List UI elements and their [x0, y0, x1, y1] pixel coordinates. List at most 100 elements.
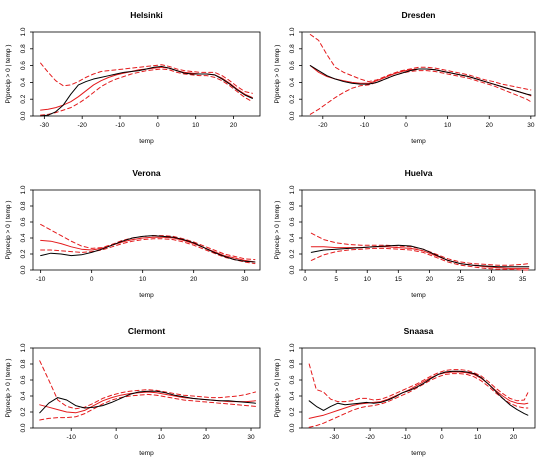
x-tick-label: 5	[334, 276, 338, 283]
panel-title: Helsinki	[130, 10, 163, 20]
x-tick-label: 20	[426, 276, 434, 283]
x-tick-label: 20	[486, 122, 494, 129]
x-tick-label: 30	[527, 122, 535, 129]
x-axis-label: temp	[411, 292, 426, 299]
y-tick-label: 0.8	[20, 44, 27, 53]
y-tick-label: 0.0	[289, 423, 296, 432]
y-axis-label: P(precip > 0 | temp )	[274, 45, 281, 104]
x-axis-label: temp	[411, 138, 426, 145]
series-line-red-dashed	[40, 223, 256, 261]
y-tick-label: 0.8	[20, 201, 27, 210]
y-tick-label: 0.8	[289, 44, 296, 53]
x-tick-label: -20	[318, 122, 328, 129]
plot-frame	[32, 347, 261, 429]
series-line-red-dashed	[309, 70, 532, 115]
panel-title: Huelva	[405, 168, 433, 178]
y-axis-label: P(precip > 0 | temp )	[274, 359, 281, 418]
series-line-black-solid	[40, 235, 256, 263]
x-tick-label: 0	[114, 434, 118, 441]
x-tick-label: 10	[444, 122, 452, 129]
y-tick-label: 0.4	[289, 78, 296, 87]
y-tick-label: 0.0	[20, 423, 27, 432]
y-tick-label: 0.2	[289, 249, 296, 258]
x-tick-label: -10	[67, 434, 77, 441]
x-tick-label: 0	[156, 122, 160, 129]
series-line-red-dashed	[310, 247, 530, 271]
y-tick-label: 0.4	[20, 391, 27, 400]
series-line-red-dashed	[308, 373, 529, 428]
series-line-red-dashed	[309, 34, 532, 91]
x-tick-label: 35	[519, 276, 527, 283]
x-tick-label: -10	[115, 122, 125, 129]
x-axis-label: temp	[139, 138, 154, 145]
panel-clermont: Clermont -10 0 10 20 30 0.0 0.2 0.4 0.6 0.8 1.0 temp…	[5, 326, 261, 457]
x-tick-label: 10	[139, 276, 147, 283]
x-axis-label: temp	[411, 450, 426, 457]
y-tick-label: 0.6	[20, 61, 27, 70]
x-tick-label: 15	[395, 276, 403, 283]
x-tick-label: 30	[488, 276, 496, 283]
y-tick-label: 0.6	[289, 217, 296, 226]
x-tick-label: 20	[190, 276, 198, 283]
y-tick-label: 0.4	[289, 233, 296, 242]
x-tick-label: 10	[157, 434, 165, 441]
series-line-black-solid	[40, 65, 253, 117]
y-tick-label: 0.0	[289, 111, 296, 120]
panel-snaasa: Snaasa -30 -20 -10 0 10 20 0.0 0.2 0.4 0.6 0.8 1.0 te…	[274, 326, 536, 457]
series-line-black-solid	[309, 65, 532, 96]
y-tick-label: 0.0	[289, 265, 296, 274]
panel-dresden: Dresden -20 -10 0 10 20 30 0.0 0.2 0.4 0.6 0.8 1.0 te…	[274, 10, 536, 145]
y-tick-label: 0.8	[20, 359, 27, 368]
y-tick-label: 0.6	[289, 375, 296, 384]
y-tick-label: 0.2	[20, 407, 27, 416]
x-tick-label: 30	[241, 276, 249, 283]
y-axis-label: P(precip > 0 | temp )	[5, 45, 12, 104]
y-tick-label: 0.6	[289, 61, 296, 70]
panel-title: Clermont	[128, 326, 165, 336]
x-tick-label: -10	[36, 276, 46, 283]
y-tick-label: 0.2	[20, 249, 27, 258]
x-tick-label: -30	[40, 122, 50, 129]
y-tick-label: 0.8	[289, 359, 296, 368]
series-line-red-solid	[309, 65, 532, 97]
y-axis-label: P(precip > 0 | temp )	[274, 201, 281, 260]
series-line-red-solid	[39, 391, 256, 414]
x-tick-label: -30	[330, 434, 340, 441]
x-tick-label: -20	[77, 122, 87, 129]
panel-title: Verona	[132, 168, 161, 178]
y-tick-label: 0.4	[289, 391, 296, 400]
series-line-red-dashed	[40, 62, 253, 94]
x-tick-label: 10	[192, 122, 200, 129]
series-line-red-solid	[310, 246, 530, 269]
x-tick-label: -10	[401, 434, 411, 441]
y-tick-label: 0.6	[20, 217, 27, 226]
x-tick-label: 20	[510, 434, 518, 441]
x-tick-label: -10	[360, 122, 370, 129]
y-axis-label: P(precip > 0 | temp )	[5, 359, 12, 418]
panel-huelva: Huelva 0 5 10 15 20 25 30 35 0.0 0.2 0.4 0.6 0.8 1.0 te…	[274, 168, 536, 299]
x-axis-label: temp	[139, 292, 154, 299]
plot-frame	[32, 31, 261, 117]
y-tick-label: 1.0	[20, 27, 27, 36]
series-line-red-dashed	[40, 238, 256, 265]
series-line-black-solid	[39, 390, 256, 414]
series-line-red-dashed	[40, 68, 253, 116]
y-tick-label: 0.0	[20, 265, 27, 274]
series-line-black-solid	[310, 244, 530, 268]
series-line-red-solid	[308, 371, 529, 419]
series-line-red-solid	[40, 66, 253, 111]
x-tick-label: 0	[90, 276, 94, 283]
y-tick-label: 0.4	[20, 78, 27, 87]
y-tick-label: 0.2	[289, 407, 296, 416]
plot-frame	[32, 189, 261, 271]
x-tick-label: 30	[247, 434, 255, 441]
series-line-red-dashed	[39, 393, 256, 421]
x-tick-label: 0	[303, 276, 307, 283]
y-tick-label: 1.0	[289, 27, 296, 36]
y-tick-label: 0.0	[20, 111, 27, 120]
series-line-red-dashed	[39, 360, 256, 410]
panel-verona: Verona -10 0 10 20 30 0.0 0.2 0.4 0.6 0.8 1.0 temp P(…	[5, 168, 261, 299]
x-tick-label: 0	[440, 434, 444, 441]
panel-helsinki: Helsinki -30 -20 -10 0 10 20 0.0 0.2 0.4 0.6 0.8 1.0…	[5, 10, 261, 145]
